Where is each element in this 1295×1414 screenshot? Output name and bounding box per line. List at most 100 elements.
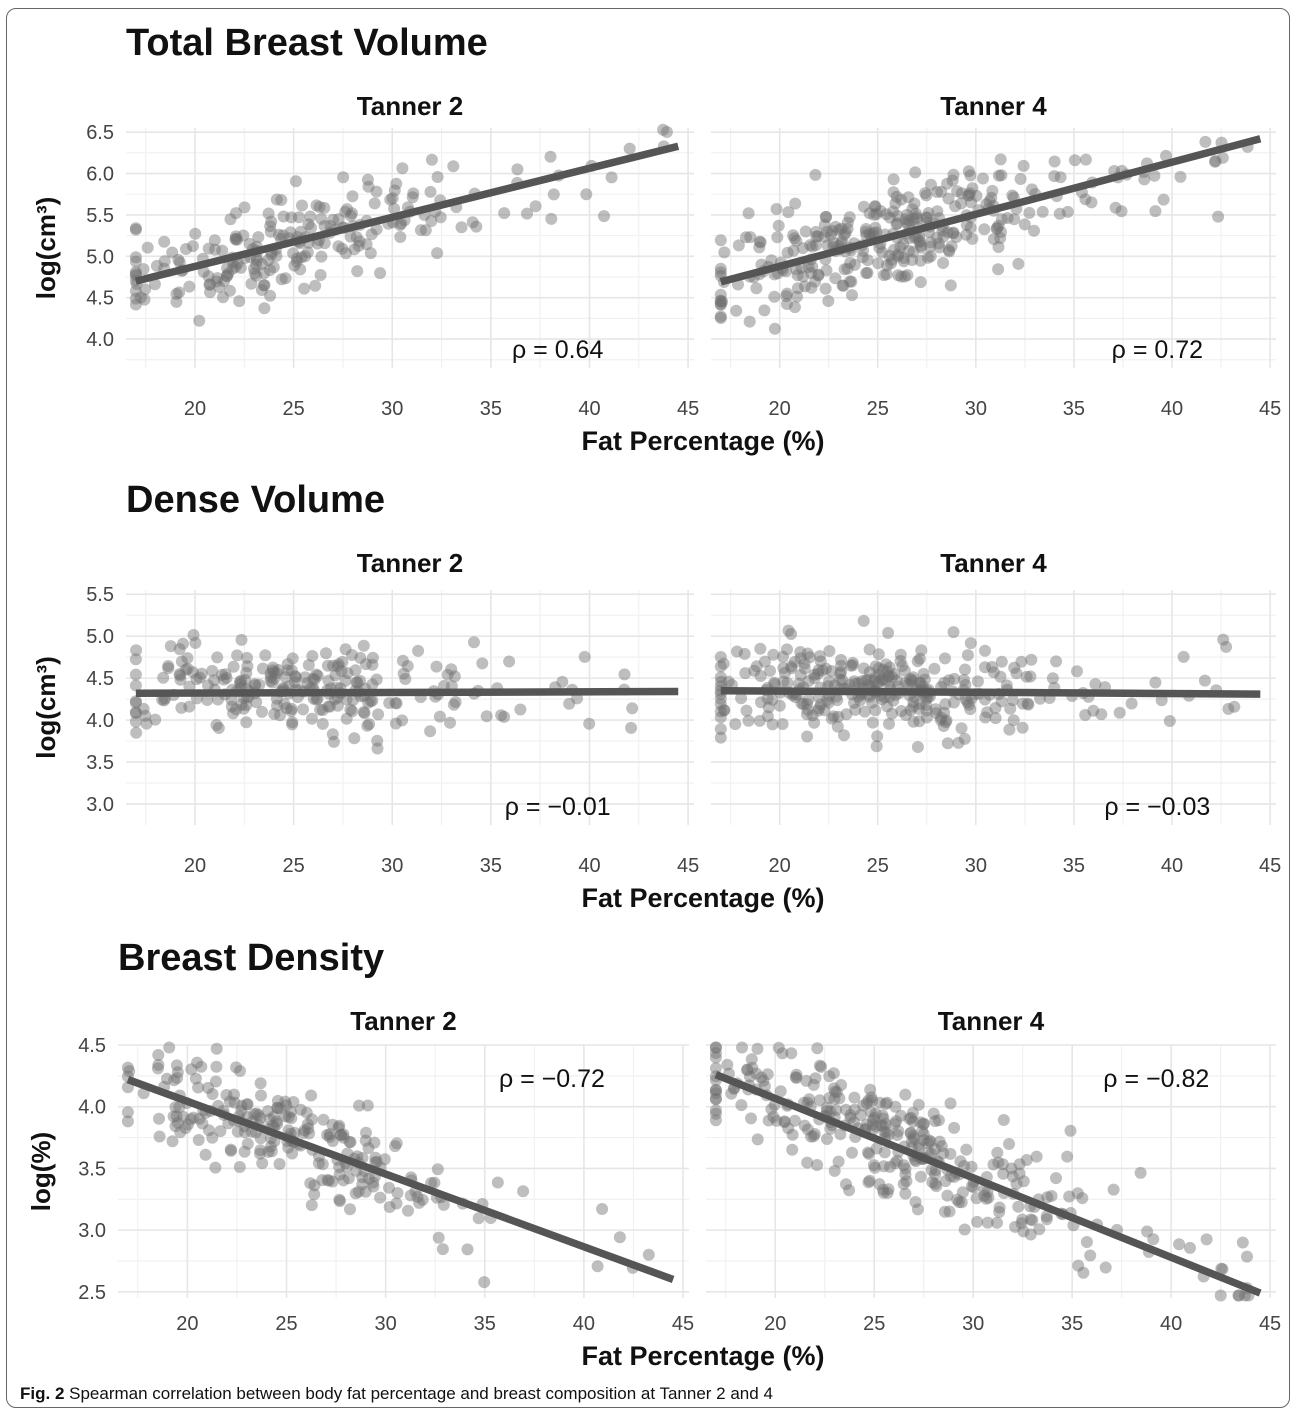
data-point [883,717,895,730]
data-point [187,666,200,679]
data-point [166,246,179,259]
data-point [279,1095,292,1108]
data-point [1001,212,1014,224]
x-tick-label: 25 [275,1313,297,1335]
data-point [414,224,427,237]
data-point [913,235,926,247]
data-point [250,258,263,271]
data-point [268,1110,281,1123]
data-point [892,1125,905,1138]
data-point [878,269,890,282]
data-point [214,1125,227,1138]
data-point [204,278,216,291]
data-point [906,673,919,686]
data-point [981,706,994,719]
data-point [778,1115,791,1128]
data-point [879,1118,892,1130]
data-point [391,1187,404,1199]
data-point [129,707,142,720]
data-point [709,1062,722,1075]
data-point [861,266,874,279]
data-point [231,649,244,662]
data-point [909,166,922,179]
data-point [308,673,321,686]
data-point [917,667,930,680]
data-point [308,1179,321,1192]
data-point [583,717,596,730]
data-point [934,714,947,727]
data-point [250,696,263,709]
data-point [430,660,443,673]
x-tick-label: 40 [573,1313,595,1335]
data-point [264,667,277,680]
data-point [137,702,150,715]
data-point [881,665,894,678]
data-point [158,255,171,268]
data-point [174,1126,187,1139]
data-point [517,1185,530,1198]
data-point [781,298,793,310]
data-point [229,232,242,245]
data-point [343,1136,356,1148]
data-point [204,286,216,299]
data-point [361,173,374,186]
data-point [192,1134,205,1146]
data-point [776,1047,789,1060]
data-point [307,672,320,685]
data-point [262,1105,274,1118]
data-point [384,193,397,206]
data-point [1050,1172,1062,1185]
data-point [959,693,972,706]
data-point [215,668,228,681]
data-point [223,1095,236,1108]
x-tick-label: 20 [769,398,791,420]
data-point [822,295,835,307]
y-tick-label: 4.0 [78,1097,106,1119]
data-point [354,674,366,687]
data-point [225,700,238,713]
data-point [992,263,1005,276]
data-point [285,702,298,715]
data-point [931,186,944,198]
data-point [248,678,261,691]
correlation-label: ρ = −0.03 [1104,793,1210,821]
data-point [191,1056,204,1069]
data-point [936,224,949,237]
data-point [217,291,229,304]
data-point [270,193,283,206]
data-point [306,1113,318,1126]
data-point [268,672,281,685]
data-point [282,1110,295,1123]
data-point [340,247,352,260]
data-point [317,1113,330,1126]
data-point [1064,1124,1077,1137]
data-point [1212,210,1225,223]
data-point [965,196,978,209]
data-point [389,717,402,730]
data-point [1003,723,1016,736]
data-point [322,1174,335,1187]
data-point [740,231,752,244]
x-tick-label: 30 [965,398,987,420]
data-point [356,1178,369,1191]
data-point [367,1176,380,1189]
panel-title: Tanner 2 [357,91,463,121]
x-tick-label: 40 [578,398,600,420]
y-tick-label: 2.5 [78,1282,106,1304]
data-point [1220,640,1233,653]
data-point [1216,1263,1229,1276]
data-point [877,1120,890,1132]
data-point [835,659,847,672]
data-point [823,1091,836,1104]
data-point [344,209,357,222]
data-point [789,197,802,210]
data-point [798,657,811,670]
data-point [309,279,322,292]
data-point [774,1085,787,1098]
data-point [476,657,489,670]
data-point [833,1092,846,1105]
data-point [351,676,364,689]
data-point [857,614,870,627]
data-point [831,694,844,707]
data-point [810,225,822,238]
